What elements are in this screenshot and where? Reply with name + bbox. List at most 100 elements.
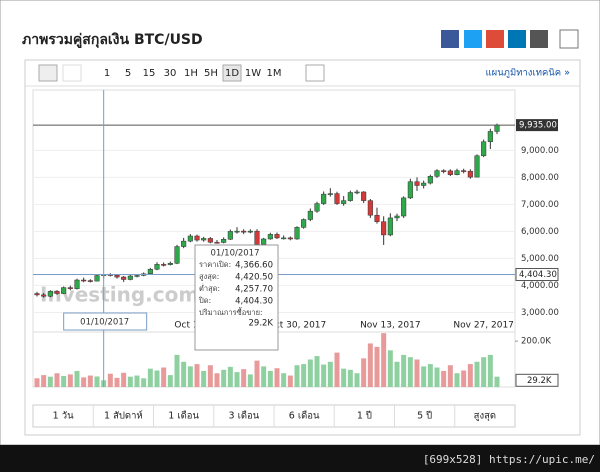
volume-bar bbox=[61, 376, 67, 387]
candle-body bbox=[461, 170, 467, 172]
candle-body bbox=[454, 170, 460, 175]
share-icons[interactable] bbox=[441, 29, 579, 49]
candle-body bbox=[161, 264, 167, 266]
crosshair-volume-label: 29.2K bbox=[527, 376, 552, 386]
x-tick-label: Oct 30, 2017 bbox=[268, 321, 327, 331]
tooltip-value: 4,420.50 bbox=[235, 273, 273, 283]
volume-bar bbox=[281, 373, 287, 387]
volume-bar bbox=[114, 377, 120, 387]
candle-body bbox=[294, 227, 300, 240]
candle-icon[interactable] bbox=[38, 64, 58, 82]
volume-bar bbox=[381, 333, 387, 387]
volume-tick-label: 200.0K bbox=[521, 337, 551, 347]
volume-bar bbox=[201, 370, 207, 387]
candle-body bbox=[67, 287, 73, 289]
twitter[interactable] bbox=[464, 30, 482, 48]
range-button[interactable]: 1 เดือน bbox=[168, 411, 199, 422]
volume-bar bbox=[87, 375, 93, 387]
volume-bar bbox=[221, 369, 227, 387]
volume-bar bbox=[307, 359, 313, 387]
period-button[interactable]: 1 bbox=[104, 68, 110, 79]
candle-body bbox=[287, 237, 293, 240]
candle-body bbox=[227, 231, 233, 240]
period-button[interactable]: 30 bbox=[164, 68, 177, 79]
volume-bar bbox=[314, 356, 320, 387]
volume-bar bbox=[321, 364, 327, 387]
candle-body bbox=[114, 274, 120, 278]
tooltip-date: 01/10/2017 bbox=[211, 249, 260, 259]
volume-bar bbox=[241, 369, 247, 387]
candle-body bbox=[147, 268, 153, 275]
candle-body bbox=[207, 238, 213, 243]
email[interactable] bbox=[530, 30, 548, 48]
volume-bar bbox=[74, 370, 80, 387]
candle-body bbox=[127, 275, 133, 280]
candle-body bbox=[387, 217, 393, 236]
candle-body bbox=[61, 287, 67, 294]
period-button[interactable]: 5 bbox=[125, 68, 131, 79]
candle-body bbox=[261, 238, 267, 245]
y-tick-label: 3,000.00 bbox=[521, 308, 559, 318]
footer-caption: [699x528] https://upic.me/ bbox=[423, 453, 595, 466]
volume-bar bbox=[427, 364, 433, 387]
candle-body bbox=[401, 197, 407, 217]
range-button[interactable]: สูงสุด bbox=[474, 411, 496, 422]
period-button[interactable]: 1M bbox=[267, 68, 282, 79]
candle-body bbox=[414, 181, 420, 186]
period-button[interactable]: 1H bbox=[184, 68, 198, 79]
candle-body bbox=[134, 275, 140, 277]
linkedin[interactable] bbox=[508, 30, 526, 48]
volume-bar bbox=[361, 358, 367, 387]
range-button[interactable]: 5 ปี bbox=[417, 410, 432, 422]
google-plus[interactable] bbox=[486, 30, 504, 48]
period-button[interactable]: 15 bbox=[143, 68, 156, 79]
volume-bar bbox=[327, 361, 333, 387]
volume-bar bbox=[447, 365, 453, 387]
footer-bar bbox=[0, 445, 600, 472]
range-button[interactable]: 1 สัปดาห์ bbox=[104, 410, 143, 422]
period-button[interactable]: 5H bbox=[204, 68, 218, 79]
volume-bar bbox=[254, 360, 260, 387]
volume-bar bbox=[487, 354, 493, 387]
tooltip-label: ปิด: bbox=[198, 296, 211, 305]
volume-bar bbox=[301, 364, 307, 387]
technical-chart-link[interactable]: แผนภูมิทางเทคนิค » bbox=[486, 68, 571, 79]
settings-icon[interactable] bbox=[305, 64, 325, 82]
volume-bar bbox=[141, 378, 147, 387]
candle-body bbox=[487, 131, 493, 142]
volume-bar bbox=[434, 367, 440, 387]
candle-body bbox=[361, 191, 367, 201]
range-button[interactable]: 1 ปี bbox=[357, 410, 372, 422]
volume-bar bbox=[47, 376, 53, 387]
volume-bar bbox=[261, 366, 267, 387]
period-button[interactable]: 1W bbox=[245, 68, 261, 79]
last-price-label: 9,935.00 bbox=[519, 121, 557, 131]
tooltip-value: 4,366.60 bbox=[235, 261, 273, 271]
y-tick-label: 7,000.00 bbox=[521, 200, 559, 210]
volume-bar bbox=[354, 373, 360, 387]
range-button[interactable]: 6 เดือน bbox=[289, 411, 320, 422]
volume-bar bbox=[81, 377, 87, 387]
line-icon[interactable] bbox=[62, 64, 82, 82]
range-button[interactable]: 3 เดือน bbox=[229, 411, 260, 422]
last-price-box bbox=[516, 119, 558, 132]
volume-bar bbox=[94, 376, 100, 387]
volume-bar bbox=[207, 365, 213, 387]
candle-body bbox=[47, 291, 53, 297]
volume-bar bbox=[134, 375, 140, 387]
period-button[interactable]: 1D bbox=[225, 68, 239, 79]
candle-body bbox=[427, 176, 433, 184]
facebook[interactable] bbox=[441, 30, 459, 48]
x-tick-label: Nov 13, 2017 bbox=[360, 321, 421, 331]
volume-bar bbox=[387, 350, 393, 387]
candle-body bbox=[407, 181, 413, 199]
volume-bar bbox=[227, 366, 233, 387]
volume-bar bbox=[474, 361, 480, 387]
period-selected[interactable] bbox=[222, 64, 242, 82]
volume-bar bbox=[127, 376, 133, 387]
info[interactable] bbox=[559, 29, 579, 49]
range-button[interactable]: 1 วัน bbox=[53, 411, 74, 422]
volume-bar bbox=[167, 375, 173, 387]
tooltip bbox=[194, 244, 279, 351]
